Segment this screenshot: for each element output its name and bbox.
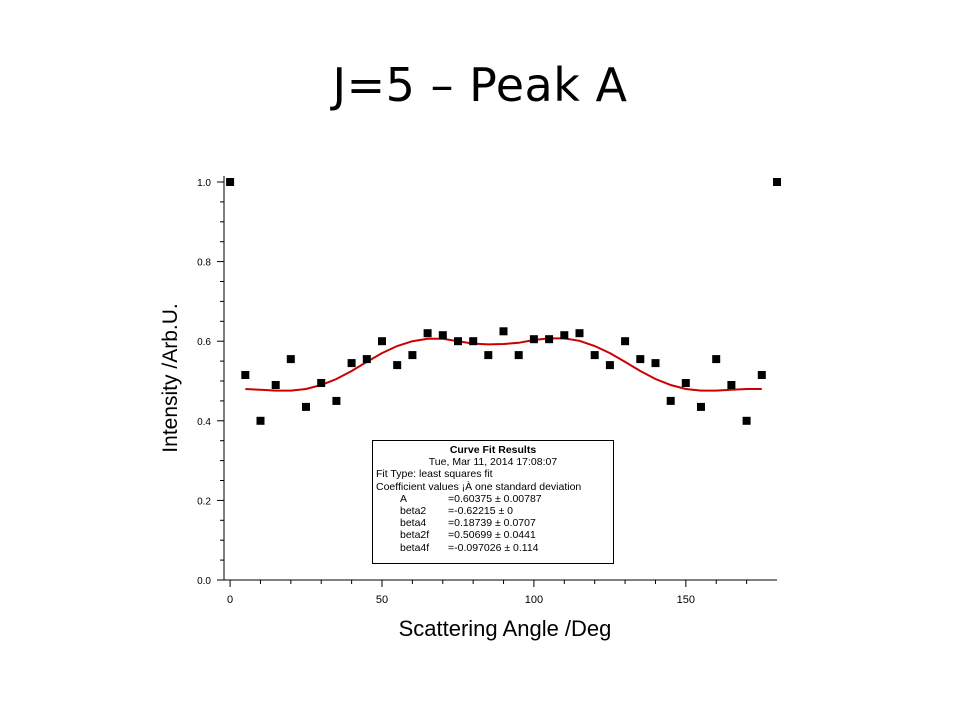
y-tick-label: 0.0	[197, 576, 211, 587]
data-point	[742, 416, 751, 425]
coef-value: =0.50699 ± 0.0441	[448, 529, 536, 542]
data-point	[484, 351, 493, 360]
y-tick-label: 0.8	[197, 258, 211, 269]
y-axis-ticks: 0.0 0.2 0.4 0.6 0.8 1.0	[197, 178, 224, 587]
y-tick-label: 1.0	[197, 178, 211, 189]
data-point	[393, 361, 402, 370]
data-point	[590, 351, 599, 360]
x-axis-ticks: 0 50 100 150	[227, 580, 748, 606]
data-point	[256, 416, 265, 425]
data-point	[605, 361, 614, 370]
data-point	[469, 337, 478, 346]
y-tick-label: 0.6	[197, 337, 211, 348]
coef-row-beta2f: beta2f =0.50699 ± 0.0441	[376, 529, 610, 541]
data-point	[545, 335, 554, 344]
coef-name: beta4f	[400, 541, 430, 554]
data-point	[514, 351, 523, 360]
data-point	[271, 381, 280, 389]
data-point	[560, 331, 569, 340]
data-point	[226, 178, 235, 186]
fit-title: Curve Fit Results	[449, 444, 537, 456]
x-tick-label: 150	[677, 594, 695, 606]
data-point	[697, 402, 705, 411]
x-tick-label: 100	[525, 594, 543, 606]
coef-value: =0.60375 ± 0.00787	[448, 492, 542, 505]
x-tick-label: 50	[376, 594, 388, 606]
data-point	[773, 178, 781, 186]
x-tick-label: 0	[227, 594, 233, 606]
data-point	[757, 371, 766, 379]
coef-row-beta4f: beta4f =-0.097026 ± 0.114	[376, 542, 610, 554]
data-point	[241, 371, 250, 379]
coef-value: =-0.62215 ± 0	[448, 505, 514, 518]
data-point	[302, 402, 310, 411]
y-tick-label: 0.2	[197, 496, 211, 507]
coef-value: =-0.097026 ± 0.114	[448, 541, 539, 554]
data-point	[651, 359, 660, 368]
data-point	[317, 379, 326, 387]
data-point	[423, 329, 432, 338]
data-point	[499, 327, 508, 336]
data-point	[438, 331, 447, 340]
coef-name: beta2f	[400, 529, 430, 542]
curve-fit-results-box: Curve Fit Results Tue, Mar 11, 2014 17:0…	[372, 440, 614, 564]
data-point	[681, 379, 690, 387]
data-point	[408, 351, 417, 360]
data-point	[727, 381, 736, 389]
data-point	[529, 335, 538, 344]
fit-type: Fit Type: least squares fit	[376, 468, 493, 481]
y-axis-label: Intensity /Arb.U.	[159, 303, 182, 452]
fit-date: Tue, Mar 11, 2014 17:08:07	[428, 456, 558, 469]
y-tick-label: 0.4	[197, 417, 211, 428]
data-points	[226, 178, 781, 425]
coef-row-beta2: beta2 =-0.62215 ± 0	[376, 505, 610, 517]
coef-header: Coefficient values ¡À one standard devia…	[376, 480, 582, 493]
data-point	[621, 337, 630, 346]
data-point	[362, 355, 371, 364]
data-point	[454, 337, 462, 346]
coef-name: beta2	[400, 505, 427, 518]
data-point	[332, 396, 341, 405]
data-point	[712, 355, 721, 364]
coef-name: beta4	[400, 517, 427, 530]
data-point	[347, 359, 356, 368]
slide-title: J=5 – Peak A	[332, 58, 628, 112]
coef-name: A	[400, 492, 408, 505]
coef-row-a: A =0.60375 ± 0.00787	[376, 493, 610, 505]
x-axis-label: Scattering Angle /Deg	[399, 616, 612, 641]
data-point	[575, 329, 584, 338]
coef-value: =0.18739 ± 0.0707	[448, 517, 536, 530]
data-point	[378, 337, 386, 346]
data-point	[666, 396, 675, 405]
coef-row-beta4: beta4 =0.18739 ± 0.0707	[376, 517, 610, 529]
data-point	[636, 355, 645, 364]
fit-curve	[245, 337, 762, 392]
axes	[223, 176, 777, 581]
data-point	[286, 355, 295, 364]
